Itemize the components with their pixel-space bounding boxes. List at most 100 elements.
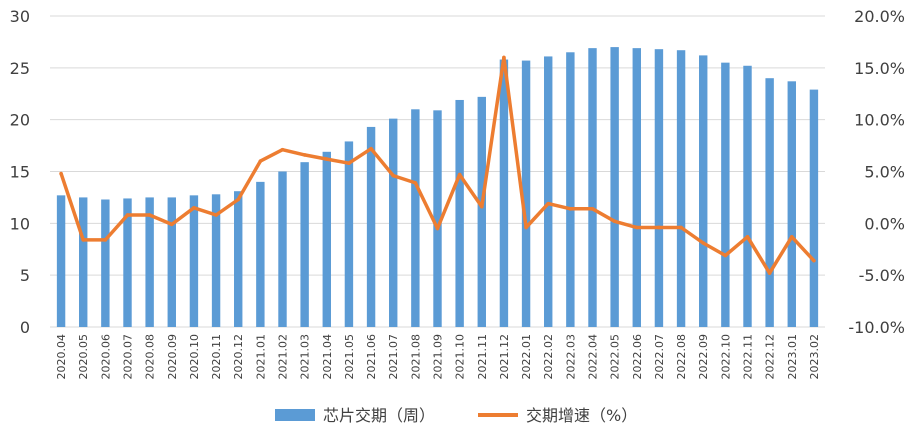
x-tick-label: 2020.07: [122, 334, 135, 380]
bar: [544, 56, 553, 328]
line-point: [280, 147, 285, 152]
line-point: [214, 213, 218, 217]
bar: [699, 55, 708, 327]
bar: [189, 195, 199, 327]
x-tick-label: 2021.06: [365, 334, 378, 380]
bar: [477, 96, 486, 327]
legend-swatch-bar: [275, 409, 315, 421]
x-tick-label: 2021.10: [454, 334, 467, 380]
x-tick-label: 2023.01: [786, 334, 799, 380]
line-point: [457, 172, 462, 177]
bar: [234, 191, 243, 327]
y-left-tick-label: 5: [20, 266, 30, 285]
y-left-tick-label: 15: [10, 163, 30, 182]
line-point: [302, 153, 307, 157]
x-tick-label: 2020.04: [55, 334, 68, 380]
bar: [588, 48, 597, 328]
bar: [79, 197, 88, 327]
y-left-tick-label: 30: [10, 7, 30, 26]
line-point: [125, 213, 130, 217]
x-tick-label: 2021.02: [277, 334, 290, 380]
legend: 芯片交期（周） 交期增速（%）: [275, 406, 637, 425]
x-tick-label: 2020.11: [210, 334, 223, 380]
bar: [765, 78, 774, 327]
x-tick-label: 2021.05: [343, 334, 356, 380]
bar: [322, 151, 331, 327]
x-tick-label: 2022.07: [653, 334, 666, 380]
y-right-tick-label: -10.0%: [848, 318, 905, 337]
line-point: [657, 225, 661, 230]
x-tick-label: 2021.01: [254, 334, 267, 380]
line-point: [59, 171, 63, 176]
line-point: [701, 241, 706, 245]
line-point: [546, 201, 551, 206]
line-point: [324, 157, 329, 161]
bar: [300, 162, 309, 327]
bar: [521, 60, 531, 328]
y-right-tick-label: 5.0%: [864, 163, 905, 182]
bar: [366, 126, 376, 327]
y-left-tick-label: 25: [10, 59, 30, 78]
left-axis: 0 5 10 15 20 25 30: [10, 7, 30, 337]
bar-series: [56, 47, 819, 328]
x-tick-label: 2022.01: [520, 334, 533, 380]
x-tick-label: 2022.08: [675, 334, 688, 380]
line-point: [479, 204, 484, 209]
line-series: [59, 55, 816, 275]
line-point: [347, 161, 351, 166]
bar: [389, 118, 398, 327]
line-point: [435, 226, 440, 231]
bar: [632, 48, 641, 328]
bar: [654, 49, 664, 327]
line-point: [634, 225, 639, 230]
x-tick-label: 2023.02: [808, 334, 821, 380]
line-point: [568, 207, 573, 211]
bar: [721, 62, 730, 328]
y-left-tick-label: 20: [10, 111, 30, 130]
line-point: [147, 213, 152, 217]
y-right-tick-label: -5.0%: [859, 266, 905, 285]
line-point: [812, 258, 816, 263]
x-tick-label: 2020.05: [77, 334, 90, 380]
bar: [145, 197, 154, 327]
line-point: [524, 225, 528, 230]
y-right-tick-label: 15.0%: [854, 59, 905, 78]
bar: [278, 171, 287, 327]
line-point: [502, 55, 506, 60]
x-tick-label: 2021.08: [409, 334, 422, 380]
bar: [101, 199, 110, 327]
line-point: [789, 235, 794, 239]
bar: [167, 197, 176, 327]
bar: [455, 99, 464, 327]
x-tick-label: 2020.09: [166, 334, 179, 380]
line-point: [413, 181, 418, 185]
bar: [787, 81, 796, 327]
x-tick-label: 2021.03: [299, 334, 312, 380]
line-point: [745, 235, 750, 239]
line-point: [590, 207, 595, 211]
x-tick-label: 2020.12: [232, 334, 245, 380]
bar: [256, 181, 265, 327]
line-point: [369, 146, 373, 151]
y-right-tick-label: 20.0%: [854, 7, 905, 26]
legend-label-bar: 芯片交期（周）: [323, 406, 435, 425]
bar: [433, 110, 442, 327]
x-tick-label: 2022.06: [631, 334, 644, 380]
x-tick-label: 2022.05: [609, 334, 622, 380]
bar: [676, 50, 686, 328]
y-right-tick-label: 0.0%: [864, 214, 905, 233]
x-tick-label: 2022.12: [764, 334, 777, 380]
x-tick-label: 2021.11: [476, 334, 489, 380]
x-tick-label: 2022.03: [564, 334, 577, 380]
line-point: [81, 238, 86, 242]
x-tick-label: 2021.12: [498, 334, 511, 380]
x-tick-label: 2021.09: [432, 334, 445, 380]
bar: [566, 52, 575, 328]
bar: [123, 198, 132, 327]
bar: [411, 109, 420, 327]
y-right-tick-label: 10.0%: [854, 111, 905, 130]
y-left-tick-label: 10: [10, 214, 30, 233]
right-axis: -10.0% -5.0% 0.0% 5.0% 10.0% 15.0% 20.0%: [848, 7, 905, 337]
bar: [211, 194, 221, 327]
line-point: [192, 205, 196, 210]
